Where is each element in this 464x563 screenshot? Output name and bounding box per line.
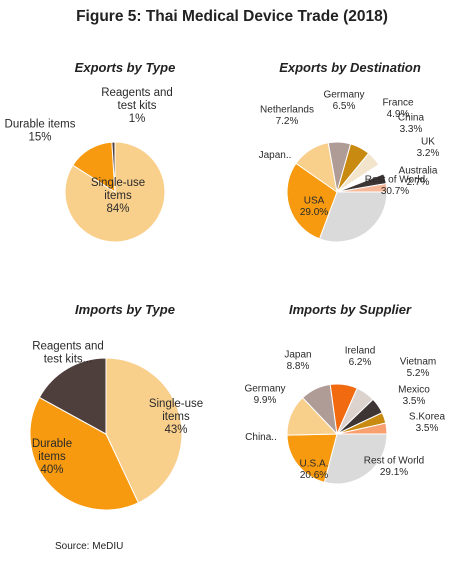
slice-label-durable-items: Durable items 15%: [5, 118, 76, 143]
pie-title-imports-by-supplier: Imports by Supplier: [288, 302, 412, 317]
slice-label-china: China 3.3%: [398, 112, 425, 135]
pie-title-exports-by-type: Exports by Type: [74, 60, 176, 75]
slice-label-ireland: Ireland 6.2%: [345, 345, 376, 368]
slice-label-usa: USA 29.0%: [300, 195, 328, 218]
pie-imports-by-type: Single-use items 43% Durable items 40% Reagent…: [29, 340, 203, 511]
pie-slice-rest-of-world: [318, 191, 388, 243]
slice-label-vietnam: Vietnam 5.2%: [400, 356, 437, 379]
figure-title: Figure 5: Thai Medical Device Trade (201…: [76, 8, 388, 25]
pie-slice-usa: [286, 162, 338, 240]
slice-label-china: China..: [245, 432, 277, 443]
pie-slice-australia: [336, 182, 388, 193]
slice-label-uk: UK 3.2%: [417, 136, 440, 159]
slice-label-germany: Germany 6.5%: [323, 89, 364, 112]
pie-slice-u-s-a: [286, 433, 338, 483]
pie-title-exports-by-destination: Exports by Destination: [279, 60, 421, 75]
slice-label-japan: Japan 8.8%: [284, 349, 311, 372]
slice-label-durable-items: Durable items 40%: [32, 438, 72, 476]
slice-label-rest-of-world: Rest of World 29.1%: [364, 455, 424, 478]
slice-label-reagents-and-test-kits: Reagents and test kits 1%: [101, 87, 173, 125]
pie-exports-by-type: Single-use items 84% Durable items 15% Reagen…: [5, 87, 173, 243]
pie-slice-s-korea: [336, 422, 388, 435]
source-note: Source: MeDIU: [55, 541, 124, 552]
slice-label-rest-of-world: Rest of World 30.7%: [365, 174, 425, 197]
slice-label-reagents-and-test-kits: Reagents and test kits...: [32, 340, 104, 365]
slice-label-s-korea: S.Korea 3.5%: [409, 411, 446, 434]
slice-label-germany: Germany 9.9%: [244, 383, 285, 406]
slice-label-single-use-items: Single-use items 84%: [91, 177, 145, 215]
slice-label-u-s-a: U.S.A. 20.6%: [300, 458, 329, 481]
slice-label-japan: Japan..: [259, 150, 292, 161]
pie-slice-reagents-and-test-kits: [111, 141, 116, 193]
pie-slice-reagents-and-test-kits: [38, 357, 107, 435]
pie-slice-rest-of-world: [323, 433, 388, 485]
slice-label-netherlands: Netherlands 7.2%: [260, 104, 314, 127]
slice-label-france: France 4.9%: [382, 97, 414, 120]
pie-slice-single-use-items: [105, 357, 183, 504]
slice-label-australia: Australia 2.7%: [399, 165, 438, 188]
pie-imports-by-supplier: Rest of World 29.1% U.S.A. 20.6% China.. Germ…: [244, 345, 446, 485]
pie-slice-durable-items: [29, 396, 140, 511]
pie-title-imports-by-type: Imports by Type: [75, 302, 175, 317]
slice-label-single-use-items: Single-use items 43%: [149, 398, 203, 436]
slice-label-mexico: Mexico 3.5%: [398, 384, 430, 407]
pie-exports-by-destination: Rest of World 30.7% USA 29.0% Japan.. Netherl…: [259, 89, 440, 243]
